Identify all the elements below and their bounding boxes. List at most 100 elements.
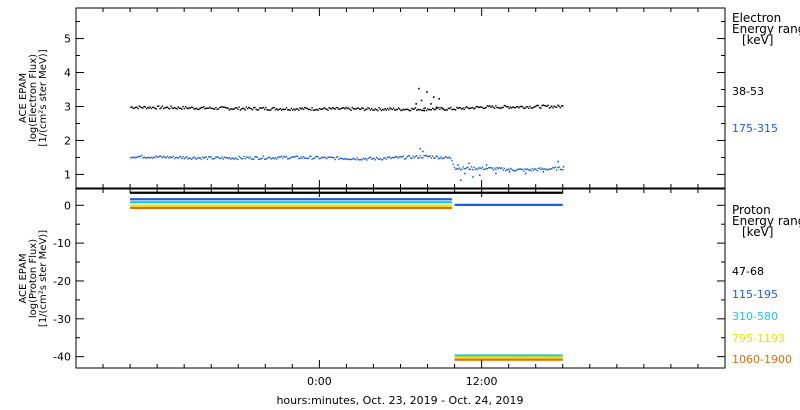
- data-point: [316, 108, 318, 111]
- data-point: [340, 157, 343, 160]
- data-point: [261, 107, 263, 109]
- data-point: [517, 168, 519, 171]
- data-point: [479, 167, 481, 169]
- data-point: [409, 157, 412, 159]
- data-point: [290, 156, 293, 159]
- data-point: [188, 157, 190, 159]
- data-point: [379, 108, 381, 110]
- data-point: [141, 106, 143, 109]
- data-point: [502, 106, 504, 109]
- data-point: [468, 168, 470, 170]
- data-point: [525, 106, 527, 108]
- data-point: [231, 108, 233, 110]
- data-point: [532, 106, 535, 109]
- data-point: [425, 154, 428, 157]
- data-point: [435, 155, 437, 157]
- data-point: [270, 158, 272, 160]
- data-point: [526, 106, 529, 108]
- data-point: [340, 107, 343, 110]
- data-point: [497, 167, 499, 170]
- data-point: [461, 108, 463, 110]
- data-point: [147, 106, 149, 109]
- data-point: [547, 169, 549, 171]
- data-point: [515, 169, 518, 172]
- data-point: [216, 108, 218, 111]
- data-point: [523, 170, 525, 172]
- data-point: [555, 106, 558, 108]
- data-point: [439, 157, 441, 159]
- data-point: [270, 109, 272, 111]
- data-point: [256, 156, 259, 158]
- data-point: [388, 156, 390, 159]
- data-point: [307, 157, 310, 159]
- data-point: [288, 109, 290, 111]
- data-point: [141, 154, 143, 157]
- data-point: [164, 156, 166, 158]
- data-point: [167, 107, 170, 110]
- data-point: [229, 108, 232, 110]
- data-point: [453, 166, 456, 169]
- data-point: [278, 108, 280, 111]
- data-point: [413, 108, 416, 110]
- data-point: [371, 158, 373, 160]
- data-point: [211, 107, 214, 110]
- data-point: [151, 106, 154, 108]
- data-point: [332, 156, 334, 159]
- data-point: [160, 107, 162, 109]
- data-point: [430, 157, 433, 159]
- data-point: [226, 157, 228, 159]
- data-point: [446, 156, 448, 159]
- data-point: [415, 103, 417, 105]
- data-point: [529, 168, 531, 171]
- data-point: [161, 156, 164, 159]
- data-point: [188, 106, 190, 109]
- data-point: [352, 157, 355, 160]
- data-point: [130, 106, 132, 108]
- y-tick-label: -30: [53, 313, 71, 326]
- legend-entry: 175-315: [732, 122, 778, 135]
- data-point: [357, 158, 360, 161]
- data-point: [482, 107, 485, 110]
- data-point: [302, 156, 305, 158]
- data-point: [423, 109, 426, 112]
- data-point: [352, 108, 355, 110]
- data-point: [179, 107, 182, 109]
- data-point: [268, 109, 271, 111]
- data-point: [311, 106, 313, 109]
- data-point: [507, 168, 509, 170]
- data-point: [400, 156, 402, 158]
- data-point: [278, 156, 280, 158]
- data-point: [344, 158, 346, 160]
- data-point: [150, 156, 153, 159]
- data-point: [226, 107, 228, 109]
- data-point: [390, 108, 392, 110]
- data-point: [559, 106, 562, 109]
- data-point: [301, 107, 304, 109]
- data-point: [560, 105, 563, 107]
- data-point: [355, 108, 357, 111]
- data-point: [240, 108, 243, 110]
- data-point: [233, 108, 235, 110]
- data-point: [240, 157, 243, 160]
- data-point: [283, 108, 285, 111]
- data-point: [377, 109, 379, 112]
- data-point: [536, 104, 538, 107]
- y-tick-label: 2: [64, 134, 71, 147]
- data-point: [509, 106, 512, 108]
- data-point: [557, 166, 559, 169]
- data-point: [517, 105, 519, 108]
- data-point: [405, 108, 407, 111]
- data-point: [395, 155, 397, 158]
- data-point: [441, 157, 444, 160]
- data-point: [353, 158, 356, 160]
- data-point: [538, 167, 541, 169]
- data-point: [227, 107, 229, 109]
- data-point: [229, 158, 232, 160]
- data-point: [343, 107, 345, 109]
- data-point: [147, 157, 149, 159]
- data-point: [457, 164, 459, 166]
- data-point: [252, 107, 255, 109]
- data-point: [279, 156, 282, 158]
- x-axis-label: hours:minutes, Oct. 23, 2019 - Oct. 24, …: [276, 394, 523, 407]
- data-point: [194, 108, 196, 110]
